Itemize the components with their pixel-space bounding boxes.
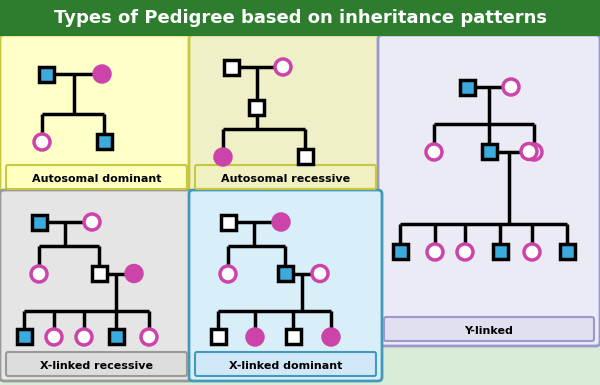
FancyBboxPatch shape	[223, 60, 239, 75]
Circle shape	[524, 244, 540, 260]
Circle shape	[220, 266, 236, 282]
FancyBboxPatch shape	[189, 35, 382, 194]
Circle shape	[76, 329, 92, 345]
FancyBboxPatch shape	[109, 329, 124, 344]
FancyBboxPatch shape	[277, 266, 293, 281]
FancyBboxPatch shape	[249, 99, 264, 114]
FancyBboxPatch shape	[211, 329, 226, 344]
FancyBboxPatch shape	[32, 214, 47, 229]
Text: Types of Pedigree based on inheritance patterns: Types of Pedigree based on inheritance p…	[53, 9, 547, 27]
FancyBboxPatch shape	[378, 35, 600, 346]
Circle shape	[323, 329, 339, 345]
Circle shape	[84, 214, 100, 230]
FancyBboxPatch shape	[91, 266, 107, 281]
Text: Autosomal dominant: Autosomal dominant	[32, 174, 161, 184]
FancyBboxPatch shape	[38, 67, 53, 82]
FancyBboxPatch shape	[0, 0, 600, 36]
Circle shape	[503, 79, 519, 95]
FancyBboxPatch shape	[17, 329, 32, 344]
FancyBboxPatch shape	[195, 165, 376, 189]
Circle shape	[34, 134, 50, 150]
Circle shape	[94, 66, 110, 82]
Text: X-linked dominant: X-linked dominant	[229, 361, 342, 371]
Circle shape	[215, 149, 231, 165]
FancyBboxPatch shape	[493, 244, 508, 259]
Circle shape	[31, 266, 47, 282]
Circle shape	[526, 144, 542, 160]
Circle shape	[426, 144, 442, 160]
Circle shape	[46, 329, 62, 345]
Text: Y-linked: Y-linked	[464, 326, 514, 336]
Circle shape	[427, 244, 443, 260]
FancyBboxPatch shape	[460, 79, 475, 94]
Circle shape	[141, 329, 157, 345]
Circle shape	[273, 214, 289, 230]
FancyBboxPatch shape	[6, 165, 187, 189]
FancyBboxPatch shape	[6, 352, 187, 376]
Text: X-linked recessive: X-linked recessive	[40, 361, 153, 371]
FancyBboxPatch shape	[392, 244, 407, 259]
Circle shape	[247, 329, 263, 345]
FancyBboxPatch shape	[560, 244, 575, 259]
Circle shape	[312, 266, 328, 281]
FancyBboxPatch shape	[298, 149, 313, 164]
FancyBboxPatch shape	[0, 35, 193, 194]
Circle shape	[126, 266, 142, 281]
FancyBboxPatch shape	[221, 214, 235, 229]
Text: Autosomal recessive: Autosomal recessive	[221, 174, 350, 184]
FancyBboxPatch shape	[195, 352, 376, 376]
FancyBboxPatch shape	[189, 190, 382, 381]
Circle shape	[457, 244, 473, 260]
FancyBboxPatch shape	[384, 317, 594, 341]
FancyBboxPatch shape	[0, 190, 193, 381]
FancyBboxPatch shape	[97, 134, 112, 149]
Circle shape	[275, 59, 291, 75]
FancyBboxPatch shape	[482, 144, 497, 159]
Circle shape	[521, 144, 537, 159]
FancyBboxPatch shape	[286, 329, 301, 344]
